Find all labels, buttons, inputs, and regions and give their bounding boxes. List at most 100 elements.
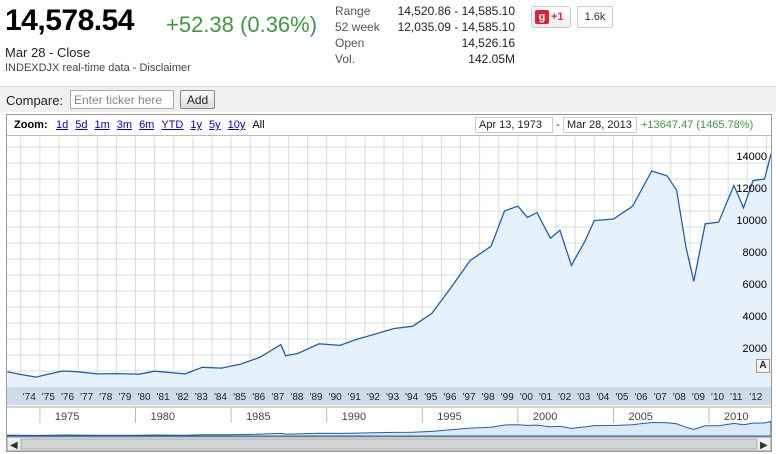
x-tick-label: '02 (558, 392, 571, 403)
stat-value: 12,035.09 - 14,585.10 (397, 20, 515, 34)
stat-label: Range (335, 4, 371, 18)
stat-label: Vol. (335, 52, 356, 66)
plus-one-label: +1 (551, 11, 564, 23)
x-tick-label: '81 (157, 392, 170, 403)
range-separator: - (556, 119, 560, 131)
x-tick-label: '91 (348, 392, 361, 403)
range-change: +13647.47 (1465.78%) (641, 119, 754, 131)
annotation-toggle-icon[interactable]: A (756, 359, 770, 373)
y-tick-label: 14000 (736, 151, 767, 163)
x-tick-label: '88 (290, 392, 303, 403)
stat-label: Open (335, 36, 365, 50)
x-tick-label: '82 (176, 392, 189, 403)
navigator-tick-label: 1995 (437, 411, 461, 423)
data-source[interactable]: INDEXDJX real-time data - Disclaimer (5, 62, 191, 74)
compare-bar: Compare: Add (0, 86, 776, 112)
price-line (7, 153, 771, 378)
google-plus-one-button[interactable]: g +1 (531, 6, 571, 28)
x-tick-label: '09 (692, 392, 705, 403)
zoom-ytd[interactable]: YTD (161, 119, 184, 131)
stat-row-volume: Vol. 142.05M (335, 52, 515, 68)
range-start-date[interactable]: Apr 13, 1973 (475, 117, 553, 133)
x-tick-label: '78 (99, 392, 112, 403)
x-tick-label: '79 (118, 392, 131, 403)
last-price: 14,578.54 (5, 4, 134, 37)
x-tick-label: '80 (137, 392, 150, 403)
zoom-links: 1d 5d 1m 3m 6m YTD 1y 5y 10y All (56, 119, 272, 131)
y-tick-label: 6000 (743, 279, 767, 291)
navigator-tick-label: 1985 (246, 411, 270, 423)
y-tick-label: 4000 (743, 311, 767, 323)
x-tick-label: '85 (233, 392, 246, 403)
price-chart[interactable]: 2000 4000 6000 8000 10000 12000 14000 '74 '75 '7… (7, 137, 771, 451)
range-end-date[interactable]: Mar 28, 2013 (563, 117, 637, 133)
zoom-label: Zoom: (14, 119, 48, 131)
zoom-1m[interactable]: 1m (94, 119, 110, 131)
x-tick-label: '74 (23, 392, 36, 403)
zoom-1y[interactable]: 1y (190, 119, 202, 131)
navigator-tick-label: 1975 (55, 411, 79, 423)
x-tick-label: '07 (654, 392, 667, 403)
x-tick-label: '83 (195, 392, 208, 403)
x-tick-label: '03 (577, 392, 590, 403)
x-tick-label: '92 (367, 392, 380, 403)
x-tick-label: '87 (271, 392, 284, 403)
x-tick-label: '75 (42, 392, 55, 403)
zoom-3m[interactable]: 3m (116, 119, 133, 131)
google-plus-icon: g (535, 10, 549, 24)
zoom-5y[interactable]: 5y (208, 119, 221, 131)
stat-row-52week: 52 week 12,035.09 - 14,585.10 (335, 20, 515, 36)
scroll-right-icon: ▶ (760, 440, 768, 451)
x-tick-label: '96 (443, 392, 456, 403)
x-tick-label: '95 (424, 392, 437, 403)
add-button[interactable]: Add (180, 90, 215, 109)
stat-row-open: Open 14,526.16 (335, 36, 515, 52)
y-tick-label: 8000 (743, 247, 767, 259)
x-tick-label: '89 (310, 392, 323, 403)
x-tick-label: '10 (711, 392, 724, 403)
x-tick-label: '98 (482, 392, 495, 403)
zoom-1d[interactable]: 1d (56, 119, 69, 131)
chart-panel: Zoom: 1d 5d 1m 3m 6m YTD 1y 5y 10y All Apr 13, 19… (6, 114, 772, 452)
navigator-tick-label: 2000 (533, 411, 557, 423)
scrollbar-thumb (20, 438, 758, 450)
x-tick-label: '94 (405, 392, 418, 403)
stat-label: 52 week (335, 20, 380, 34)
x-tick-label: '84 (214, 392, 227, 403)
navigator-line (7, 420, 771, 437)
x-tick-label: '06 (635, 392, 648, 403)
plus-one-count: 1.6k (577, 6, 613, 28)
stat-value: 14,526.16 (461, 36, 515, 50)
x-tick-label: '77 (80, 392, 93, 403)
price-area (7, 153, 771, 387)
x-tick-label: '99 (501, 392, 514, 403)
zoom-5d[interactable]: 5d (75, 119, 88, 131)
navigator-tick-label: 2010 (724, 411, 748, 423)
x-tick-label: '00 (520, 392, 533, 403)
x-tick-label: '11 (730, 392, 743, 403)
scroll-left-icon: ◀ (10, 440, 18, 451)
navigator-tick-label: 2005 (628, 411, 652, 423)
stat-row-range: Range 14,520.86 - 14,585.10 (335, 4, 515, 20)
zoom-bar: Zoom: 1d 5d 1m 3m 6m YTD 1y 5y 10y All Apr 13, 19… (7, 115, 771, 136)
x-tick-label: '97 (463, 392, 476, 403)
y-tick-label: 2000 (743, 343, 767, 355)
navigator-tick-label: 1990 (342, 411, 366, 423)
navigator-ticks: 1975 1980 1985 1990 1995 2000 2005 2010 (39, 407, 749, 423)
x-tick-label: '08 (673, 392, 686, 403)
x-axis-ticks: '74 '75 '76 '77 '78 '79 '80 '81 '82 '83 '84 '85 '86 '… (23, 392, 763, 403)
compare-ticker-input[interactable] (70, 90, 174, 109)
stat-value: 14,520.86 - 14,585.10 (397, 4, 515, 18)
price-change: +52.38 (0.36%) (166, 12, 318, 37)
navigator-tick-label: 1980 (150, 411, 174, 423)
date-close: Mar 28 - Close (5, 45, 91, 60)
zoom-all[interactable]: All (252, 119, 265, 131)
x-tick-label: '05 (615, 392, 628, 403)
y-tick-label: 12000 (736, 183, 767, 195)
stat-value: 142.05M (468, 52, 515, 66)
compare-label: Compare: (6, 93, 64, 108)
zoom-6m[interactable]: 6m (139, 119, 155, 131)
zoom-10y[interactable]: 10y (227, 119, 246, 131)
x-tick-label: '01 (539, 392, 552, 403)
y-tick-label: 10000 (736, 215, 767, 227)
